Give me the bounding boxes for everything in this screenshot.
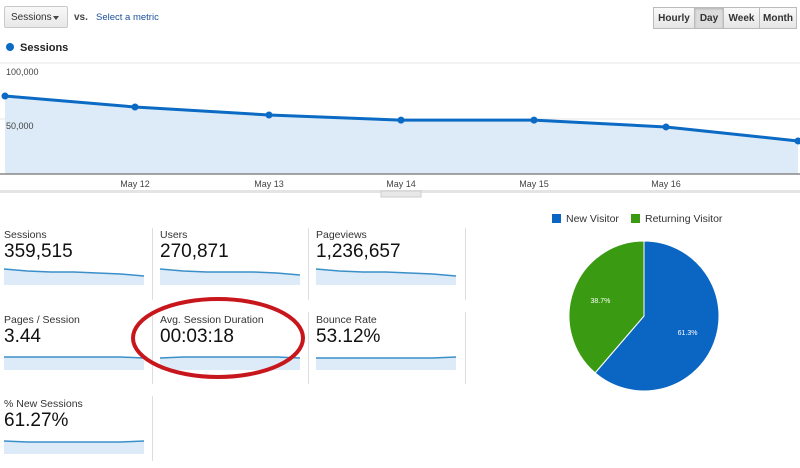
tile-value: 270,871 bbox=[160, 241, 300, 263]
tile-value: 00:03:18 bbox=[160, 326, 300, 348]
tile-label: Pages / Session bbox=[4, 314, 144, 326]
tile-value: 1,236,657 bbox=[316, 241, 456, 263]
x-tick-label: May 15 bbox=[519, 179, 549, 189]
x-tick-label: May 14 bbox=[386, 179, 416, 189]
visitor-pie-chart: 61.3% 38.7% bbox=[560, 230, 730, 400]
tile-value: 53.12% bbox=[316, 326, 456, 348]
sessions-area bbox=[5, 96, 798, 174]
divider bbox=[152, 228, 153, 300]
divider bbox=[308, 228, 309, 300]
data-point[interactable] bbox=[266, 111, 273, 118]
legend-label: New Visitor bbox=[566, 213, 619, 225]
pie-legend-new: New Visitor bbox=[552, 213, 619, 225]
sparkline-area bbox=[4, 357, 144, 370]
tile-label: Pageviews bbox=[316, 229, 456, 241]
data-point[interactable] bbox=[531, 117, 538, 124]
data-point[interactable] bbox=[2, 93, 9, 100]
sparkline bbox=[4, 265, 144, 285]
sparkline-area bbox=[316, 357, 456, 370]
x-tick-label: May 16 bbox=[651, 179, 681, 189]
y-tick-label: 100,000 bbox=[6, 67, 39, 77]
sparkline bbox=[316, 265, 456, 285]
tile-label: Avg. Session Duration bbox=[160, 314, 300, 326]
divider bbox=[465, 228, 466, 300]
legend-square-icon bbox=[631, 214, 640, 223]
data-point[interactable] bbox=[663, 123, 670, 130]
tile-value: 3.44 bbox=[4, 326, 144, 348]
sparkline bbox=[316, 350, 456, 370]
pie-slice-label: 61.3% bbox=[678, 330, 698, 337]
divider bbox=[152, 312, 153, 384]
tile-value: 359,515 bbox=[4, 241, 144, 263]
sessions-line-chart: 100,000 50,000 May 12 May 13 May 14 May 15 M… bbox=[0, 0, 800, 200]
sparkline-area bbox=[160, 357, 300, 370]
y-tick-label: 50,000 bbox=[6, 121, 34, 131]
divider bbox=[465, 312, 466, 384]
pie-legend-returning: Returning Visitor bbox=[631, 213, 722, 225]
sparkline-area bbox=[4, 441, 144, 454]
pie-slice-label: 38.7% bbox=[590, 298, 610, 305]
data-point[interactable] bbox=[132, 104, 139, 111]
sparkline bbox=[160, 350, 300, 370]
tile-value: 61.27% bbox=[4, 410, 144, 432]
tile-label: % New Sessions bbox=[4, 398, 144, 410]
tile-label: Sessions bbox=[4, 229, 144, 241]
divider bbox=[152, 396, 153, 461]
legend-label: Returning Visitor bbox=[645, 213, 722, 225]
x-tick-label: May 12 bbox=[120, 179, 150, 189]
tile-label: Users bbox=[160, 229, 300, 241]
chart-resize-handle[interactable] bbox=[381, 191, 421, 197]
divider bbox=[308, 312, 309, 384]
sparkline bbox=[160, 265, 300, 285]
x-tick-label: May 13 bbox=[254, 179, 284, 189]
data-point[interactable] bbox=[398, 117, 405, 124]
tile-label: Bounce Rate bbox=[316, 314, 456, 326]
sparkline bbox=[4, 434, 144, 454]
legend-square-icon bbox=[552, 214, 561, 223]
sparkline bbox=[4, 350, 144, 370]
sparkline-line bbox=[316, 357, 456, 358]
sparkline-line bbox=[4, 441, 144, 442]
